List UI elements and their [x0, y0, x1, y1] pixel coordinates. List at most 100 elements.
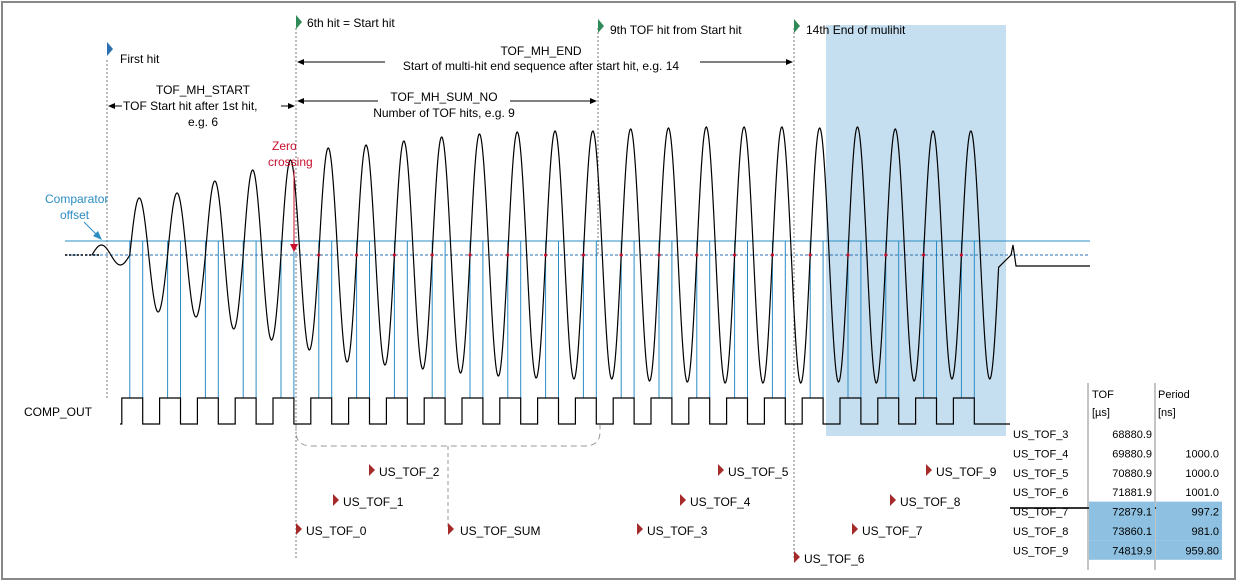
zero-crossing-dot — [619, 253, 623, 257]
mh-end-arrowhead-left — [297, 59, 304, 65]
tof-label: US_TOF_2 — [379, 465, 440, 479]
table-row-name: US_TOF_6 — [1013, 487, 1068, 499]
tof-flag-icon — [794, 551, 800, 563]
table-cell-highlight — [1156, 521, 1222, 541]
table-row-name: US_TOF_3 — [1013, 429, 1068, 441]
tof-label: US_TOF_7 — [862, 524, 923, 538]
col-tof-unit: [µs] — [1092, 407, 1110, 419]
zero-crossing-dot — [581, 253, 586, 257]
tof-flag-icon — [890, 494, 896, 506]
mh-sum-title: TOF_MH_SUM_NO — [390, 90, 497, 104]
tof-label: US_TOF_4 — [690, 495, 751, 509]
mh-end-title: TOF_MH_END — [500, 44, 581, 58]
table-row-name: US_TOF_4 — [1013, 448, 1068, 460]
tof-flag-icon — [852, 523, 858, 535]
table-row-tof: 72879.1 — [1112, 507, 1152, 519]
zero-crossing-arrowhead — [290, 244, 298, 252]
start-hit-label: 6th hit = Start hit — [307, 16, 395, 30]
zero-crossing-dot — [317, 253, 321, 257]
zero-crossing-dot — [770, 253, 775, 257]
tof-flag-icon — [369, 464, 375, 476]
table-row-tof: 69880.9 — [1112, 448, 1152, 460]
col-tof-header: TOF — [1092, 389, 1114, 401]
tof-table: TOF [µs] Period [ns] US_TOF_3 68880.9 US_T… — [1010, 383, 1222, 570]
table-row-period: 997.2 — [1191, 507, 1219, 519]
end-hit-flag-icon — [794, 19, 800, 33]
zero-crossing-dot — [808, 253, 812, 257]
table-row-tof: 73860.1 — [1112, 526, 1152, 538]
table-cell-highlight — [1156, 501, 1222, 521]
zero-crossing-dot — [392, 253, 396, 257]
zero-crossing-label-1: Zero — [272, 139, 297, 153]
tof-label-group: US_TOF_0 US_TOF_1 US_TOF_2 US_TOF_3 US_TOF_4… — [296, 464, 997, 566]
zero-crossing-dot — [695, 253, 699, 257]
table-row-tof: 68880.9 — [1112, 429, 1152, 441]
comparator-tick-lines — [129, 241, 975, 398]
mh-start-desc2: e.g. 6 — [188, 115, 218, 129]
table-cell-highlight — [1089, 521, 1155, 541]
first-hit-label: First hit — [120, 52, 160, 66]
tof-flag-icon — [926, 464, 932, 476]
multihit-end-highlight — [826, 25, 1006, 436]
tof-sum-flag-icon — [448, 523, 454, 535]
zero-crossing-dot — [959, 253, 964, 257]
zero-crossing-label-2: crossing — [268, 155, 313, 169]
mh-start-desc1: TOF Start hit after 1st hit, — [123, 99, 258, 113]
zero-crossing-dot — [506, 253, 510, 257]
tof-flag-icon — [637, 523, 643, 535]
zero-crossing-dot — [544, 253, 548, 257]
mh-start-title: TOF_MH_START — [156, 83, 251, 97]
table-row-period: 1001.0 — [1185, 487, 1219, 499]
tof-label: US_TOF_6 — [804, 552, 865, 566]
comparator-offset-label-1: Comparator — [45, 192, 108, 206]
mh-end-desc: Start of multi-hit end sequence after st… — [403, 59, 679, 73]
table-row-tof: 70880.9 — [1112, 468, 1152, 480]
tof-label: US_TOF_5 — [728, 465, 789, 479]
ninth-hit-flag-icon — [598, 19, 604, 33]
zero-crossing-dot — [468, 253, 472, 257]
tof-label: US_TOF_8 — [900, 495, 961, 509]
echo-waveform — [91, 126, 1090, 384]
zero-crossing-dots — [317, 253, 964, 257]
first-hit-flag-icon — [107, 42, 113, 56]
mh-sum-arrowhead-left — [297, 98, 304, 104]
table-cell-highlight — [1089, 540, 1155, 560]
table-row-tof: 74819.9 — [1112, 545, 1152, 557]
mh-sum-arrowhead-right — [590, 98, 597, 104]
ninth-hit-label: 9th TOF hit from Start hit — [610, 23, 742, 37]
tof-label: US_TOF_9 — [936, 465, 997, 479]
mh-sum-desc: Number of TOF hits, e.g. 9 — [373, 106, 515, 120]
table-row-name: US_TOF_8 — [1013, 526, 1068, 538]
tof-sum-bracket — [295, 425, 601, 447]
col-period-unit: [ns] — [1158, 407, 1176, 419]
comparator-offset-arrowhead — [93, 231, 102, 240]
zero-crossing-dot — [884, 253, 888, 257]
comparator-offset-label-2: offset — [60, 208, 90, 222]
comp-out-label: COMP_OUT — [24, 405, 93, 419]
col-period-header: Period — [1158, 389, 1190, 401]
table-row-tof: 71881.9 — [1112, 487, 1152, 499]
tof-label: US_TOF_0 — [306, 524, 367, 538]
mh-start-arrowhead-right — [288, 103, 295, 109]
zero-crossing-dot — [733, 253, 737, 257]
tof-flag-icon — [296, 523, 302, 535]
table-row-name: US_TOF_7 — [1013, 507, 1068, 519]
zero-crossing-dot — [846, 253, 850, 257]
end-hit-label: 14th End of mulihit — [806, 23, 906, 37]
zero-crossing-dot — [657, 253, 661, 257]
zero-crossing-dot — [430, 253, 434, 257]
table-row-period: 959.80 — [1185, 545, 1219, 557]
tof-label: US_TOF_3 — [647, 524, 708, 538]
table-row-period: 1000.0 — [1185, 468, 1219, 480]
tof-label: US_TOF_1 — [343, 495, 404, 509]
tof-flag-icon — [333, 494, 339, 506]
mh-end-arrowhead-right — [786, 59, 793, 65]
table-row-name: US_TOF_5 — [1013, 468, 1068, 480]
start-hit-flag-icon — [296, 15, 302, 29]
table-row-period: 1000.0 — [1185, 448, 1219, 460]
tof-flag-icon — [718, 464, 724, 476]
table-row-period: 981.0 — [1191, 526, 1219, 538]
